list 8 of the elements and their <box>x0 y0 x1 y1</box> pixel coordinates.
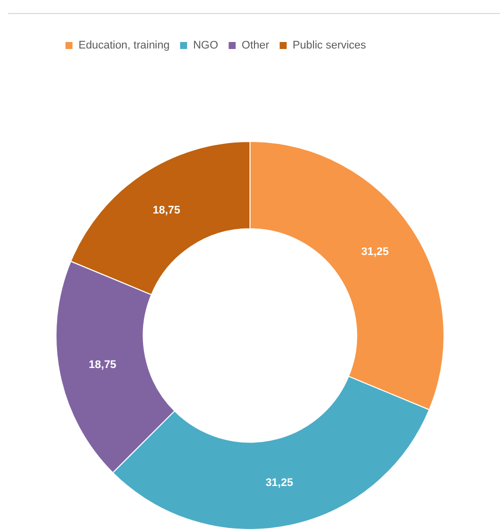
legend-label: Other <box>242 40 270 52</box>
data-label: 31,25 <box>266 476 294 489</box>
data-label: 18,75 <box>88 358 116 371</box>
data-label: 31,25 <box>361 246 389 258</box>
legend-label: Public services <box>292 40 367 52</box>
legend-label: Education, training <box>78 40 170 52</box>
data-label: 18,75 <box>152 204 180 217</box>
legend-label: NGO <box>193 40 219 52</box>
